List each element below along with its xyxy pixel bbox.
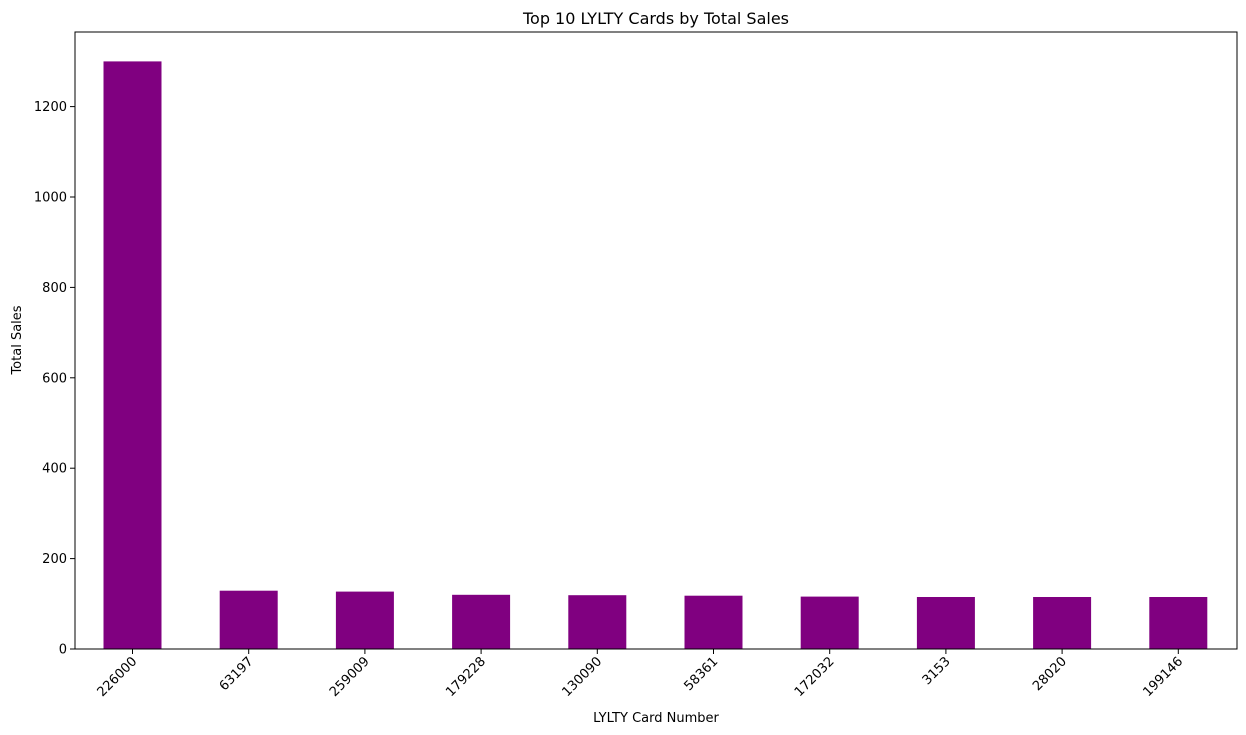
x-tick-label-28020: 28020	[1030, 654, 1070, 694]
y-axis-label: Total Sales	[10, 305, 25, 375]
chart-title: Top 10 LYLTY Cards by Total Sales	[522, 9, 789, 28]
bar-28020	[1033, 597, 1092, 649]
x-tick-label-130090: 130090	[559, 654, 605, 700]
x-tick-label-199146: 199146	[1140, 654, 1186, 700]
bar-58361	[684, 595, 743, 649]
y-tick-label: 200	[42, 552, 67, 567]
bar-63197	[219, 590, 278, 649]
x-tick-label-179228: 179228	[443, 654, 489, 700]
x-axis: 226000 63197 259009 179228 130090 58361 172032…	[95, 649, 1186, 700]
y-tick-label: 600	[42, 371, 67, 386]
bar-199146	[1149, 597, 1208, 649]
x-tick-label-172032: 172032	[792, 654, 838, 700]
x-tick-label-259009: 259009	[327, 654, 373, 700]
bar-130090	[568, 595, 627, 649]
x-tick-label-58361: 58361	[681, 654, 721, 694]
y-tick-label: 0	[59, 643, 67, 658]
plot-area-frame	[74, 31, 1238, 650]
bar-179228	[452, 594, 511, 649]
x-axis-label: LYLTY Card Number	[593, 711, 719, 726]
bar-259009	[335, 591, 394, 649]
bar-172032	[800, 596, 859, 649]
x-tick-label-226000: 226000	[95, 654, 141, 700]
y-axis: 0 200 400 600 800 1000 1200	[34, 100, 75, 658]
y-tick-label: 800	[42, 281, 67, 296]
y-tick-label: 1000	[34, 191, 67, 206]
bar-226000	[103, 61, 162, 649]
bar-3153	[916, 597, 975, 649]
bars	[103, 61, 1208, 649]
x-tick-label-63197: 63197	[217, 654, 257, 694]
y-tick-label: 400	[42, 462, 67, 477]
y-tick-label: 1200	[34, 100, 67, 115]
x-tick-label-3153: 3153	[920, 654, 954, 688]
